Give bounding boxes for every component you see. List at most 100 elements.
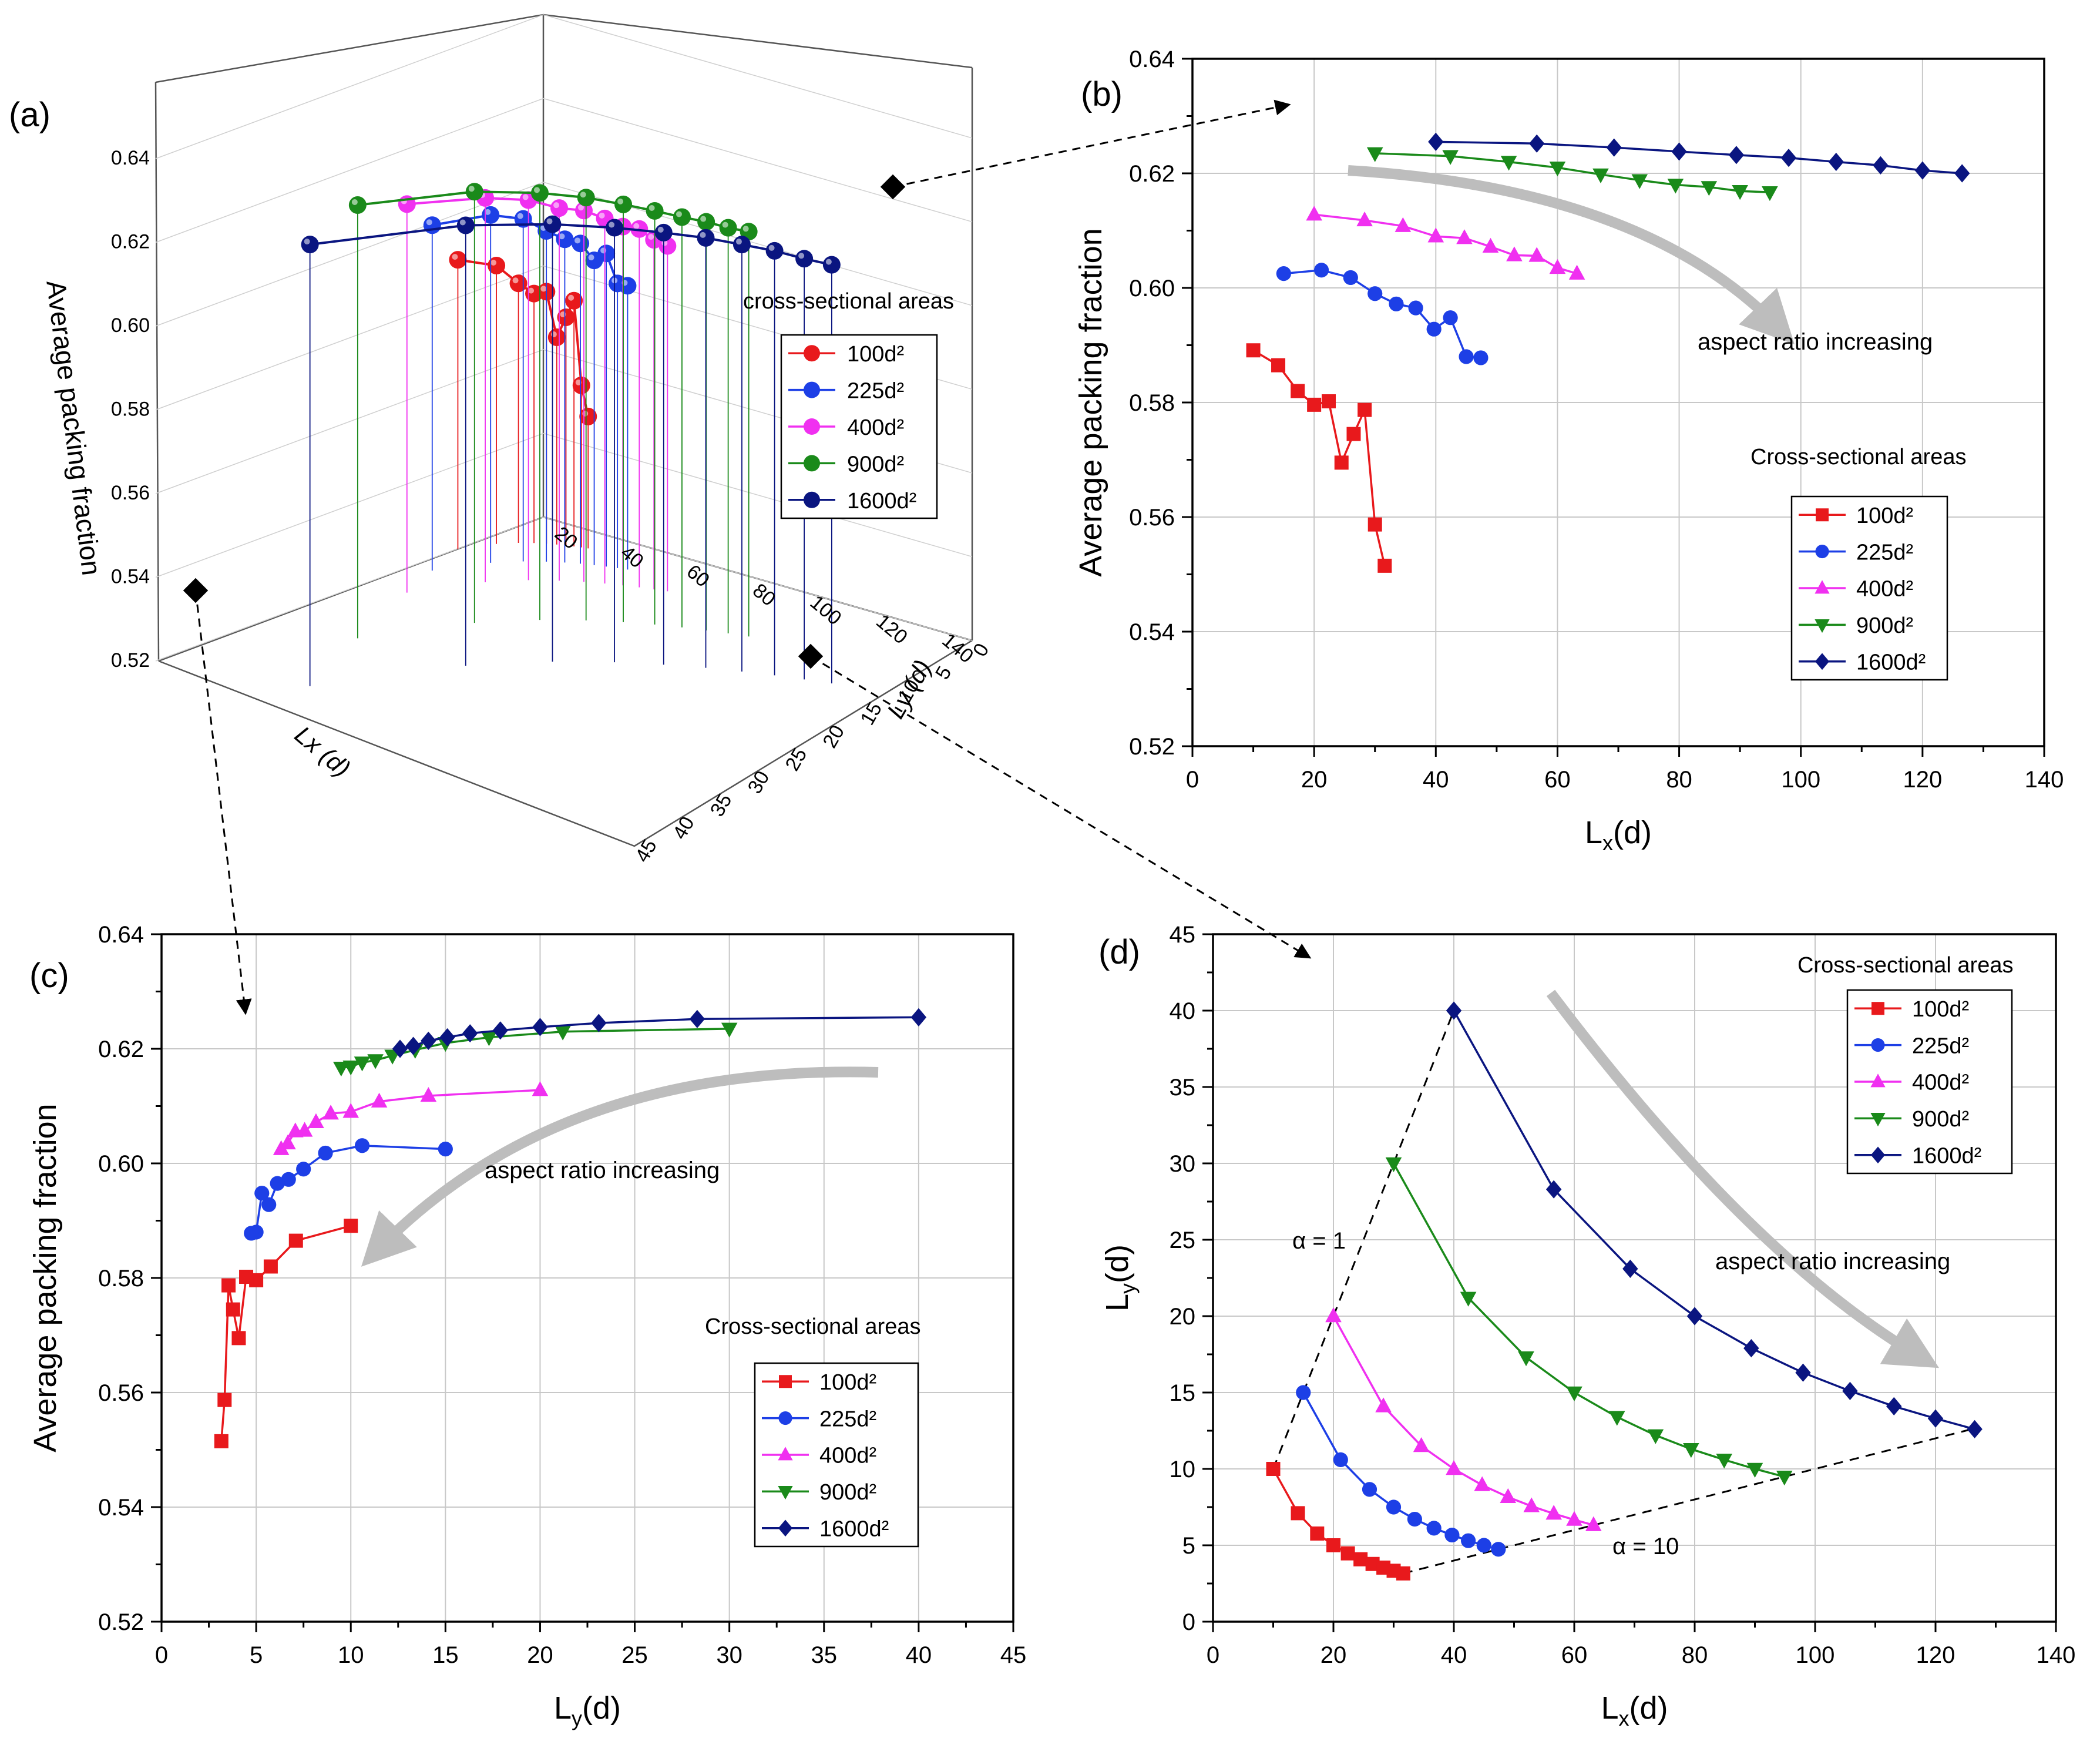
panel-d-legend-marker [1871,1038,1885,1052]
panel-b-series-line [1252,349,1386,566]
panel-a-point-highlight [522,194,529,200]
panel-b-point [1671,142,1687,161]
panel-c-point [217,1393,232,1407]
panel-a-3d-chart: (a) 0.520.540.560.580.600.620.6420406080… [9,14,993,866]
panel-b-xtick-label: 0 [1186,767,1199,793]
panel-a-point [673,208,691,226]
panel-d-legend-marker [1870,1073,1886,1088]
panel-c-xtick-label: 25 [621,1642,648,1668]
panel-d-ytick-label: 0 [1182,1609,1195,1635]
panel-b-point [1701,181,1718,196]
panel-a-xlabel: Lx (d) [290,720,355,782]
panel-a-point-highlight [768,244,775,251]
panel-b-legend-item: 225d² [1799,540,1913,565]
panel-a-point-highlight [648,234,654,240]
panel-b-point [1427,227,1444,243]
panel-c-point [318,1145,333,1161]
panel-a-point [572,376,590,394]
panel-b-legend-label: 1600d² [1856,650,1926,675]
panel-a-legend-item: 1600d² [788,489,916,514]
panel-b-legend-marker [1815,545,1829,559]
panel-a-point [557,308,575,327]
panel-c-point [354,1056,371,1072]
panel-d-point [1325,1307,1342,1323]
panel-c-series [392,1008,927,1058]
panel-b-legend-label: 400d² [1856,577,1913,602]
panel-b-point [1728,146,1745,165]
panel-c-point [322,1105,339,1120]
panel-c-point [721,1022,738,1038]
panel-d-legend-item: 1600d² [1854,1143,1981,1168]
panel-a-point [697,213,715,231]
panel-b-point [1313,263,1329,278]
panel-a-series-line [458,259,590,417]
panel-a-legend-item: 100d² [788,342,904,367]
panel-c-series [273,1081,549,1155]
panel-b-point [1732,185,1748,200]
panel-d-ticks: 0 20 40 60 80 100 120 140 0 5 10 15 20 25 30 35 40 45 [1170,922,2076,1668]
panel-a-point-highlight [528,287,535,294]
panel-a-point-highlight [735,239,742,245]
panel-a-series-line [310,223,832,266]
panel-d-ytick-label: 20 [1170,1304,1196,1330]
panel-c-legend: 100d² 225d² 400d² 900d² 1600d² [754,1362,919,1548]
panel-a-legend-label: 225d² [847,379,904,404]
panel-c-point [288,1233,303,1248]
panel-d-point [1566,1511,1582,1526]
panel-c-xtick-label: 10 [338,1642,364,1668]
panel-d-point [1333,1452,1348,1467]
panel-c-ytick-label: 0.52 [98,1609,144,1635]
panel-c-legend-marker [778,1447,793,1461]
panel-c-legend-marker [778,1486,793,1500]
panel-b-point [1291,384,1305,398]
panel-c-point [308,1113,324,1128]
panel-c-point [439,1028,455,1047]
panel-c-legend-item: 225d² [762,1407,876,1431]
panel-d-xtick-label: 100 [1796,1642,1835,1668]
panel-d-point [1426,1521,1442,1536]
panel-b-point [1500,156,1517,171]
panel-d-xtick-label: 40 [1441,1642,1467,1668]
panel-d-point [1446,1460,1462,1475]
panel-a-point-highlight [617,198,624,204]
panel-b-series-line [1283,269,1481,359]
panel-c-xtick-label: 0 [155,1642,168,1668]
panel-d-legend-label: 400d² [1912,1071,1969,1095]
panel-d-point [1927,1409,1944,1428]
panel-b-xtick-label: 120 [1903,767,1942,793]
panel-a-point [509,274,527,293]
panel-c-legend-marker [778,1411,792,1425]
panel-d-series-line [1332,1316,1594,1526]
panel-b-ytick-label: 0.58 [1129,390,1175,416]
panel-b-point [1366,147,1383,162]
panel-a-point-highlight [825,259,832,265]
panel-b-xlabel: Lx(d) [1585,815,1652,855]
panel-c-point [371,1092,388,1108]
panel-d-point [1683,1443,1699,1458]
panel-a-point [697,229,715,247]
panel-a-legend-marker [804,455,820,472]
panel-d-xlabel: Lx(d) [1601,1690,1668,1730]
panel-d-point [1476,1538,1491,1553]
panel-a-legend-label: 100d² [847,342,904,367]
panel-c-ytick-label: 0.64 [98,922,144,948]
panel-a-point-highlight [485,209,491,215]
panel-a-point-highlight [517,213,523,219]
panel-b-ticks: 0 20 40 60 80 100 120 140 0.52 0.54 0.56 0.58 0.60 0.… [1129,46,2064,793]
panel-c-legend-marker [779,1375,792,1388]
panel-c-xtick-label: 35 [811,1642,838,1668]
panel-b-ytick-label: 0.56 [1129,505,1175,531]
panel-b-legend-marker [1816,508,1829,522]
panel-d-point [1291,1506,1305,1521]
panel-d-trend-arrow [1546,989,1940,1368]
panel-b-point [1762,186,1778,202]
panel-c-point [481,1031,498,1046]
panel-a-point-highlight [468,186,475,192]
panel-d-point [1967,1420,1983,1438]
panel-a-ytick-label: 30 [744,767,774,798]
panel-a-point-highlight [588,254,594,261]
panel-b-series [1276,263,1489,365]
panel-b-point [1473,350,1489,365]
panel-c-series [214,1219,358,1448]
